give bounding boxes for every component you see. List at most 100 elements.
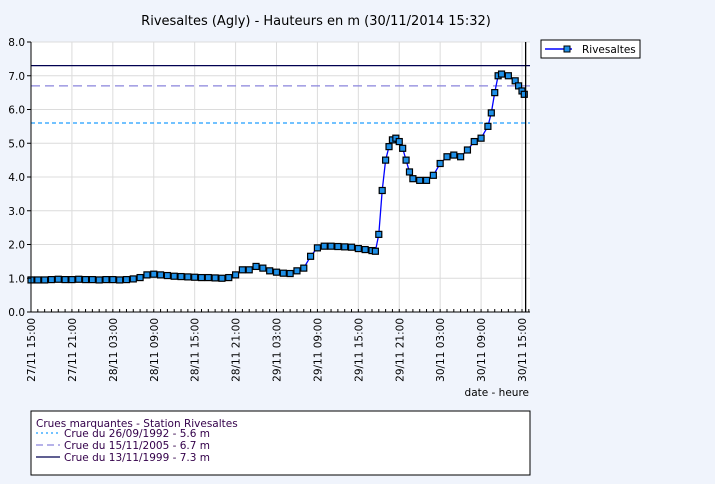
reference-legend-title: Crues marquantes - Station Rivesaltes xyxy=(36,418,238,430)
data-point xyxy=(41,276,49,284)
data-point xyxy=(204,273,212,282)
data-point xyxy=(382,156,390,164)
y-tick-label: 8.0 xyxy=(8,37,25,49)
data-point xyxy=(443,153,451,161)
x-tick-label: 28/11 09:00 xyxy=(149,318,161,382)
reference-legend-label: Crue du 26/09/1992 - 5.6 m xyxy=(64,428,210,440)
data-point xyxy=(375,230,383,238)
x-tick-label: 29/11 15:00 xyxy=(353,318,365,382)
data-point xyxy=(191,273,199,281)
reference-legend: Crues marquantes - Station Rivesaltes Cr… xyxy=(30,410,531,476)
data-point xyxy=(272,268,281,276)
x-tick-label: 27/11 15:00 xyxy=(26,318,38,382)
axes: 0.0 1.0 2.0 3.0 4.0 5.0 6.0 7.0 8.0 27/11 15:00 27… xyxy=(8,37,530,382)
data-point xyxy=(47,276,56,284)
data-point xyxy=(279,269,287,277)
data-point xyxy=(68,276,76,284)
data-point xyxy=(327,242,335,250)
data-point xyxy=(252,262,260,271)
data-point xyxy=(88,276,96,284)
reference-legend-label: Crue du 13/11/1999 - 7.3 m xyxy=(64,452,210,464)
data-point xyxy=(385,143,393,151)
data-point xyxy=(218,274,226,282)
data-point xyxy=(163,271,171,280)
reference-lines xyxy=(31,65,530,124)
data-point xyxy=(95,276,103,284)
data-point xyxy=(504,72,512,80)
series-rivesaltes xyxy=(27,70,528,284)
x-tick-label: 28/11 03:00 xyxy=(108,318,120,382)
data-point xyxy=(361,245,369,254)
data-point xyxy=(286,269,294,278)
data-point xyxy=(116,276,124,284)
data-point xyxy=(231,271,240,279)
data-point xyxy=(402,156,410,164)
legend-marker-icon xyxy=(563,45,571,53)
data-point xyxy=(457,153,465,161)
data-point xyxy=(143,271,151,279)
data-point xyxy=(150,270,158,278)
y-tick-label: 1.0 xyxy=(8,273,25,285)
data-point xyxy=(487,109,495,117)
chart-title: Rivesaltes (Agly) - Hauteurs en m (30/11… xyxy=(141,14,491,29)
data-point xyxy=(245,266,253,274)
data-point xyxy=(170,272,178,280)
data-point xyxy=(313,244,322,252)
x-tick-label: 30/11 09:00 xyxy=(476,318,488,382)
data-point xyxy=(334,242,342,251)
data-point xyxy=(306,252,315,260)
data-point xyxy=(470,137,478,146)
data-point xyxy=(378,186,386,195)
data-point xyxy=(238,266,247,274)
x-tick-label: 29/11 21:00 xyxy=(394,318,406,382)
data-point xyxy=(156,271,165,279)
data-point xyxy=(225,273,233,282)
data-point xyxy=(129,275,137,283)
data-point xyxy=(102,276,110,284)
data-point xyxy=(405,168,414,176)
x-tick-label: 28/11 15:00 xyxy=(190,318,202,382)
data-point xyxy=(436,159,444,168)
data-point xyxy=(259,264,267,272)
y-tick-label: 2.0 xyxy=(8,240,25,252)
data-point xyxy=(109,276,117,284)
data-point xyxy=(429,171,437,179)
data-point xyxy=(484,122,492,130)
y-tick-label: 0.0 xyxy=(8,307,25,319)
data-point xyxy=(395,137,403,146)
data-point xyxy=(61,276,69,284)
data-point xyxy=(81,276,90,284)
data-point xyxy=(341,243,349,251)
series-legend: Rivesaltes xyxy=(540,39,641,59)
data-point xyxy=(266,267,274,275)
data-point xyxy=(136,273,144,282)
data-point xyxy=(177,272,185,281)
grid xyxy=(31,41,530,312)
y-tick-label: 5.0 xyxy=(8,138,25,150)
x-tick-label: 28/11 21:00 xyxy=(231,318,243,382)
data-point xyxy=(422,176,431,184)
y-tick-label: 3.0 xyxy=(8,206,25,218)
data-point xyxy=(184,273,192,281)
y-tick-label: 4.0 xyxy=(8,172,25,184)
data-point xyxy=(347,243,356,251)
data-point xyxy=(409,175,417,183)
legend-label-rivesaltes: Rivesaltes xyxy=(582,44,636,56)
data-point xyxy=(54,275,62,283)
data-point xyxy=(320,242,328,250)
data-point xyxy=(197,273,206,282)
x-axis-label: date - heure xyxy=(465,387,529,399)
data-point xyxy=(34,276,42,284)
data-point xyxy=(491,89,499,97)
data-point xyxy=(354,244,362,253)
data-point xyxy=(293,267,301,275)
y-tick-label: 7.0 xyxy=(8,71,25,83)
data-point xyxy=(399,144,407,152)
x-tick-label: 30/11 03:00 xyxy=(435,318,447,382)
x-tick-label: 29/11 09:00 xyxy=(312,318,324,382)
data-point xyxy=(450,151,458,159)
data-point xyxy=(463,146,472,154)
data-point xyxy=(497,70,506,78)
data-point xyxy=(300,264,308,272)
